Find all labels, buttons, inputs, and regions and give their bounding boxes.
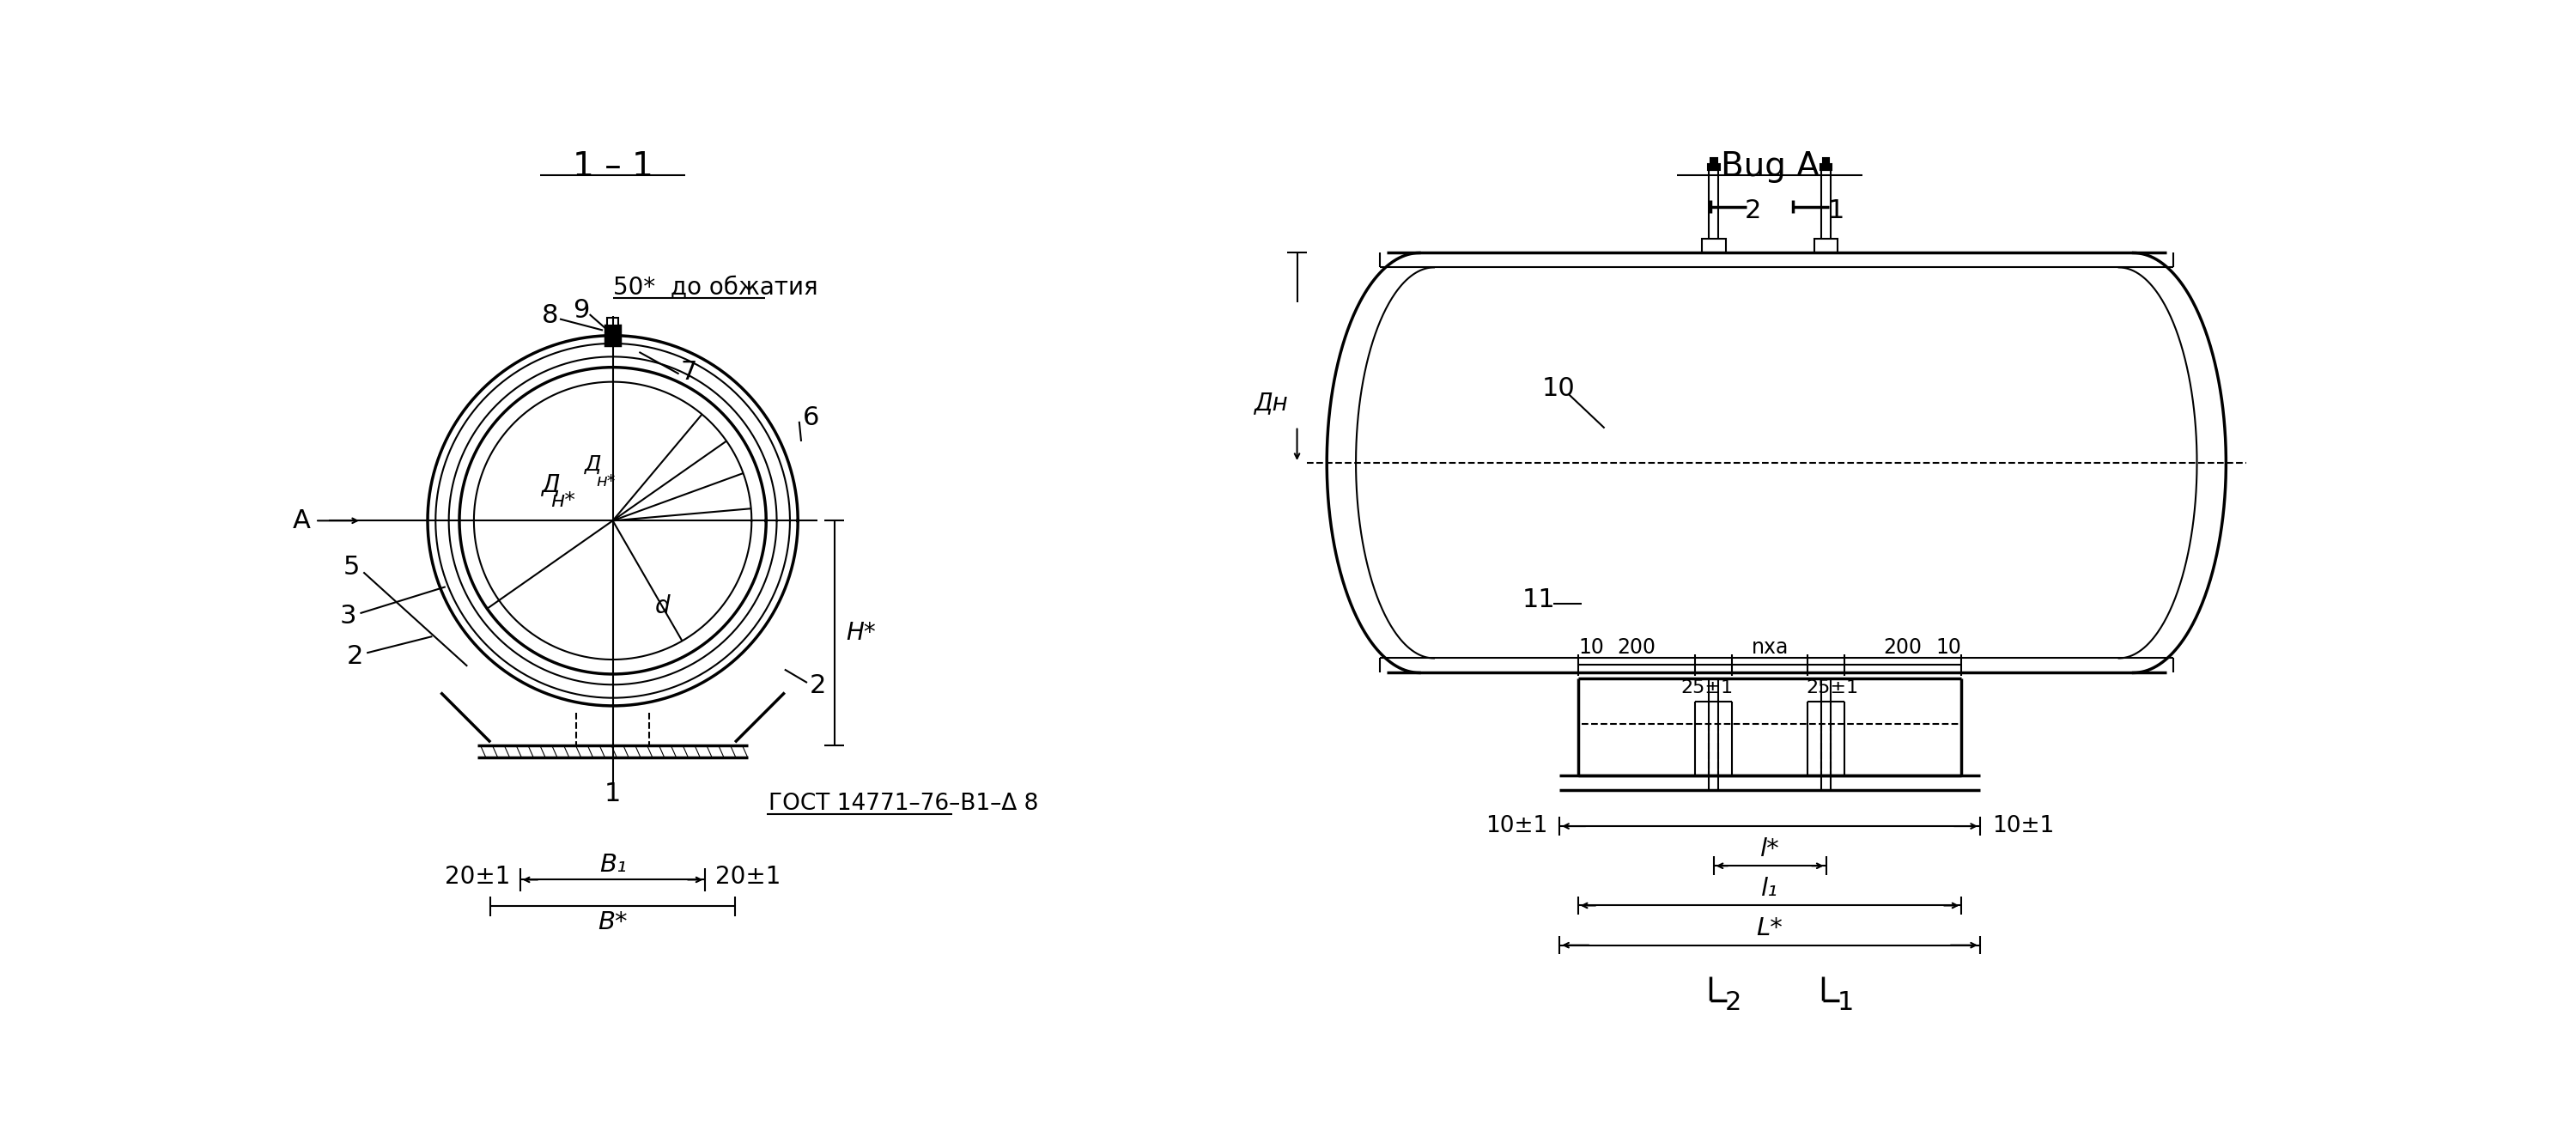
Text: 20±1: 20±1 — [716, 864, 781, 888]
Text: 25±1: 25±1 — [1680, 679, 1734, 696]
Text: 1: 1 — [605, 782, 621, 806]
Text: 200: 200 — [1883, 638, 1922, 658]
Bar — [1824, 159, 1829, 165]
Bar — [1821, 170, 1832, 253]
Bar — [1708, 165, 1721, 170]
Text: 7: 7 — [680, 359, 698, 384]
Text: l*: l* — [1759, 838, 1780, 862]
Text: L*: L* — [1757, 917, 1783, 941]
Text: Дн: Дн — [1255, 391, 1288, 415]
Text: 6: 6 — [804, 406, 819, 431]
Text: 10: 10 — [1540, 376, 1574, 401]
Bar — [1814, 239, 1837, 253]
Text: 10±1: 10±1 — [1991, 815, 2053, 838]
Text: 50*  до обжатия: 50* до обжатия — [613, 275, 817, 299]
Text: Д: Д — [541, 472, 559, 496]
Text: 20±1: 20±1 — [446, 864, 510, 888]
Text: B₁: B₁ — [600, 853, 626, 877]
Text: B*: B* — [598, 911, 629, 935]
Text: Д: Д — [585, 454, 600, 474]
Text: nхa: nхa — [1752, 638, 1788, 658]
Text: 1: 1 — [1826, 199, 1844, 224]
Text: 1 – 1: 1 – 1 — [572, 151, 654, 183]
Text: 10: 10 — [1579, 638, 1605, 658]
Text: 1: 1 — [1837, 990, 1855, 1015]
Bar — [1708, 170, 1718, 253]
Text: н*: н* — [551, 490, 574, 511]
Text: ГОСТ 14771–76–В1–Δ 8: ГОСТ 14771–76–В1–Δ 8 — [768, 792, 1038, 815]
Text: 3: 3 — [340, 605, 355, 629]
Bar — [605, 326, 621, 345]
Text: d: d — [654, 594, 670, 618]
Text: 200: 200 — [1618, 638, 1656, 658]
Text: 11: 11 — [1522, 588, 1556, 613]
Text: 25±1: 25±1 — [1806, 679, 1860, 696]
Text: A: A — [294, 509, 312, 533]
Text: H*: H* — [845, 621, 876, 645]
Text: 2: 2 — [348, 644, 363, 669]
Bar — [1710, 159, 1716, 165]
Bar — [608, 318, 618, 326]
Text: 9: 9 — [572, 298, 590, 322]
Text: l₁: l₁ — [1762, 877, 1777, 901]
Text: Bug A: Bug A — [1721, 151, 1819, 183]
Text: 2: 2 — [809, 673, 827, 698]
Text: н*: н* — [598, 473, 616, 489]
Text: 10: 10 — [1935, 638, 1960, 658]
Text: 8: 8 — [541, 303, 559, 328]
Bar — [1821, 165, 1832, 170]
Bar — [1703, 239, 1726, 253]
Text: 5: 5 — [343, 554, 361, 580]
Text: 2: 2 — [1744, 199, 1762, 224]
Text: 10±1: 10±1 — [1486, 815, 1548, 838]
Text: 2: 2 — [1726, 990, 1741, 1015]
